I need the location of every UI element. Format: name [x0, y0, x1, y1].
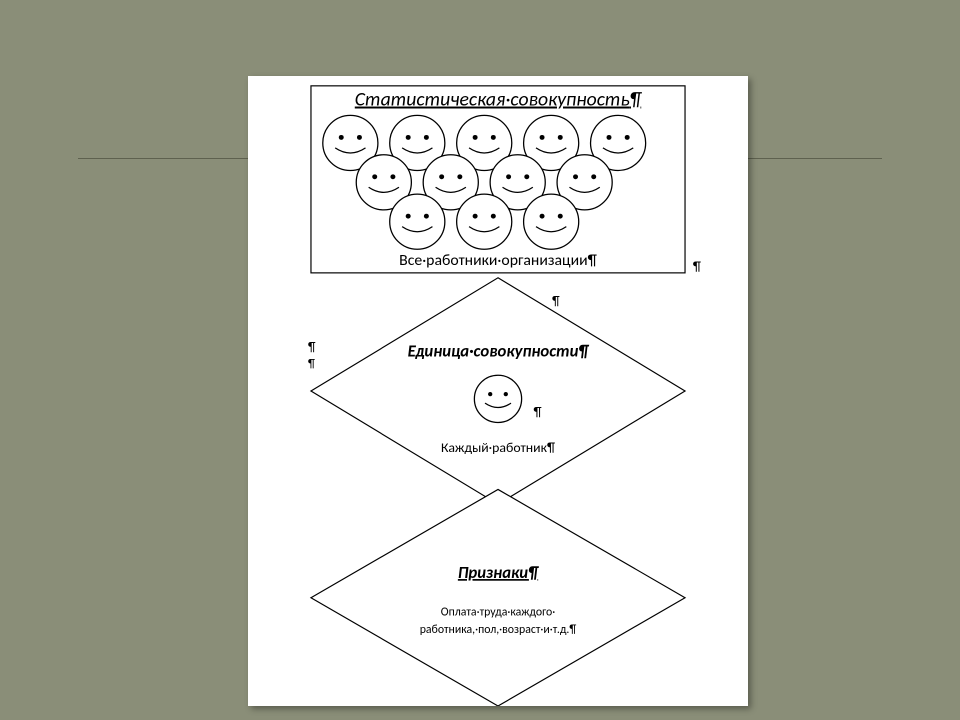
- box1-title: Статистическая·совокупность¶: [355, 88, 643, 112]
- smiley-icon: [474, 375, 521, 422]
- pilcrow-mark: ¶: [308, 341, 316, 356]
- diagram-content: Статистическая·совокупность¶ Все·работник…: [248, 76, 748, 706]
- box3-line2: работника,·пол,·возраст·и·т.д.¶: [420, 623, 577, 637]
- box2-subtitle: Каждый·работник¶: [441, 439, 555, 456]
- smiley-icon: [457, 194, 512, 249]
- diagram-svg: Статистическая·совокупность¶ Все·работник…: [248, 76, 748, 706]
- pilcrow-mark: ¶: [693, 258, 701, 275]
- box-attributes: [311, 489, 685, 706]
- box2-title: Единица·совокупности¶: [408, 342, 590, 362]
- pilcrow-mark: ¶: [552, 294, 560, 309]
- pilcrow-mark: ¶: [533, 404, 541, 421]
- box3-line1: Оплата·труда·каждого·: [441, 605, 555, 619]
- smiley-icon: [390, 194, 445, 249]
- box3-title: Признаки¶: [458, 563, 539, 583]
- smiley-icon: [524, 194, 579, 249]
- box1-subtitle: Все·работники·организации¶: [399, 251, 597, 270]
- pilcrow-mark: ¶: [308, 357, 315, 371]
- slide-frame: Статистическая·совокупность¶ Все·работник…: [18, 18, 942, 702]
